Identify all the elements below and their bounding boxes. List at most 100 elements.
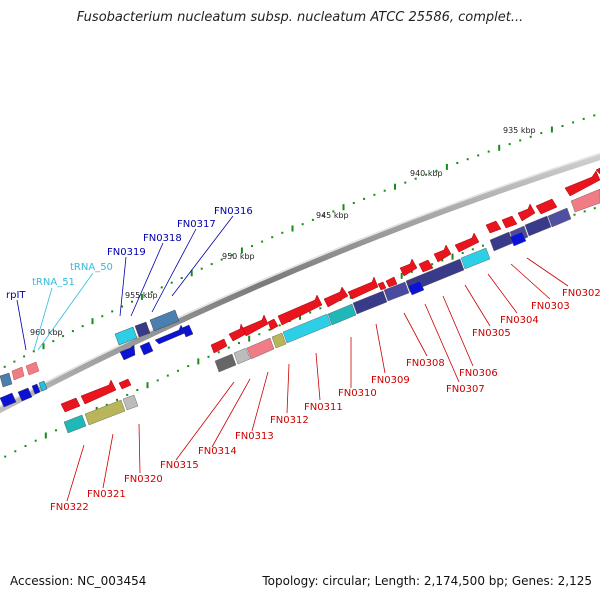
scale-tick-minor: [220, 258, 223, 261]
label-FN0314[interactable]: FN0314: [198, 446, 237, 457]
cog-feature[interactable]: [570, 188, 600, 213]
cog-feature[interactable]: [233, 347, 251, 365]
label-FN0321[interactable]: FN0321: [87, 489, 126, 500]
cog-feature[interactable]: [149, 309, 180, 332]
label-FN0317[interactable]: FN0317: [177, 219, 216, 230]
cog-feature[interactable]: [352, 290, 388, 315]
gene-feature[interactable]: [60, 397, 81, 413]
gene-feature[interactable]: [433, 244, 452, 263]
label-FN0320[interactable]: FN0320: [124, 474, 163, 485]
scale-tick-minor: [166, 374, 169, 377]
label-FN0305[interactable]: FN0305: [472, 328, 511, 339]
gene-feature[interactable]: [418, 259, 434, 273]
scale-tick-minor: [207, 355, 210, 358]
gene-feature[interactable]: [407, 280, 425, 296]
scale-tick-minor: [200, 267, 203, 270]
gene-feature[interactable]: [347, 276, 379, 300]
label-FN0313[interactable]: FN0313: [235, 431, 274, 442]
cog-feature[interactable]: [327, 303, 357, 326]
cog-feature[interactable]: [460, 247, 491, 270]
genome-backbone: [0, 152, 600, 414]
cog-feature[interactable]: [122, 394, 139, 411]
gene-feature[interactable]: [38, 380, 48, 392]
gene-feature[interactable]: [11, 366, 25, 381]
scale-tick-minor: [238, 342, 240, 345]
scale-label-945: 945 kbp: [316, 211, 349, 220]
gene-feature[interactable]: [118, 378, 132, 390]
label-rplT[interactable]: rpIT: [6, 290, 26, 301]
gene-feature[interactable]: [501, 215, 518, 229]
scale-tick-major: [44, 432, 47, 439]
scale-tick-minor: [111, 310, 114, 313]
scale-tick-major: [498, 144, 501, 151]
cog-feature[interactable]: [114, 326, 138, 346]
label-FN0307[interactable]: FN0307: [446, 384, 485, 395]
cog-feature[interactable]: [282, 313, 332, 344]
gene-feature[interactable]: [0, 392, 17, 408]
gene-feature[interactable]: [228, 323, 247, 342]
label-FN0306[interactable]: FN0306: [459, 368, 498, 379]
cog-feature[interactable]: [246, 337, 275, 360]
scale-tick-minor: [572, 121, 575, 124]
cog-feature[interactable]: [214, 353, 237, 373]
gene-feature[interactable]: [485, 220, 502, 234]
cog-feature[interactable]: [383, 281, 410, 302]
gene-feature[interactable]: [181, 324, 194, 338]
label-FN0318[interactable]: FN0318: [143, 233, 182, 244]
scale-tick-minor: [24, 445, 27, 447]
gene-feature[interactable]: [323, 286, 349, 308]
gene-feature[interactable]: [517, 203, 536, 222]
gene-feature[interactable]: [25, 361, 40, 376]
label-FN0304[interactable]: FN0304: [500, 315, 539, 326]
scale-tick-minor: [105, 403, 108, 406]
cog-feature[interactable]: [0, 372, 13, 388]
scale-tick-major: [394, 183, 396, 190]
gene-feature[interactable]: [454, 232, 480, 253]
scale-tick-minor: [471, 248, 474, 251]
gene-feature[interactable]: [80, 379, 117, 405]
gene-feature[interactable]: [277, 294, 323, 326]
label-FN0310[interactable]: FN0310: [338, 388, 377, 399]
label-FN0312[interactable]: FN0312: [270, 415, 309, 426]
gene-feature[interactable]: [139, 341, 154, 356]
cog-feature[interactable]: [489, 231, 514, 252]
gene-feature[interactable]: [377, 281, 387, 291]
cog-feature[interactable]: [547, 207, 572, 228]
scale-tick-minor: [187, 365, 190, 368]
cog-feature[interactable]: [134, 321, 151, 338]
label-FN0302[interactable]: FN0302: [562, 288, 600, 299]
gene-feature[interactable]: [267, 318, 279, 331]
label-tRNA_50[interactable]: tRNA_50: [70, 262, 113, 273]
gene-feature[interactable]: [535, 198, 558, 215]
gene-feature[interactable]: [595, 167, 600, 175]
gene-feature[interactable]: [210, 338, 228, 354]
scale-tick-major: [445, 163, 448, 170]
gene-feature[interactable]: [31, 383, 41, 395]
label-FN0322[interactable]: FN0322: [50, 502, 89, 513]
scale-tick-minor: [278, 324, 281, 327]
gene-feature[interactable]: [509, 231, 527, 247]
gene-feature[interactable]: [564, 170, 600, 197]
label-FN0308[interactable]: FN0308: [406, 358, 445, 369]
gene-feature[interactable]: [399, 258, 418, 277]
label-FN0309[interactable]: FN0309: [371, 375, 410, 386]
label-tRNA_51[interactable]: tRNA_51: [32, 277, 75, 288]
scale-tick-minor: [23, 355, 26, 358]
gene-feature[interactable]: [17, 387, 33, 402]
label-FN0303[interactable]: FN0303: [531, 301, 570, 312]
label-FN0316[interactable]: FN0316: [214, 206, 253, 217]
gene-feature[interactable]: [242, 314, 269, 337]
label-FN0315[interactable]: FN0315: [160, 460, 199, 471]
cog-feature[interactable]: [63, 414, 87, 434]
scale-tick-minor: [227, 346, 230, 349]
gene-feature[interactable]: [119, 344, 136, 361]
label-FN0319[interactable]: FN0319: [107, 247, 146, 258]
scale-tick-minor: [32, 350, 35, 353]
scale-tick-minor: [150, 291, 153, 294]
gene-feature[interactable]: [385, 276, 398, 288]
scale-tick-minor: [62, 335, 65, 338]
cog-feature[interactable]: [271, 332, 287, 349]
cog-feature[interactable]: [524, 215, 552, 237]
label-FN0311[interactable]: FN0311: [304, 402, 343, 413]
cog-feature[interactable]: [84, 399, 126, 426]
